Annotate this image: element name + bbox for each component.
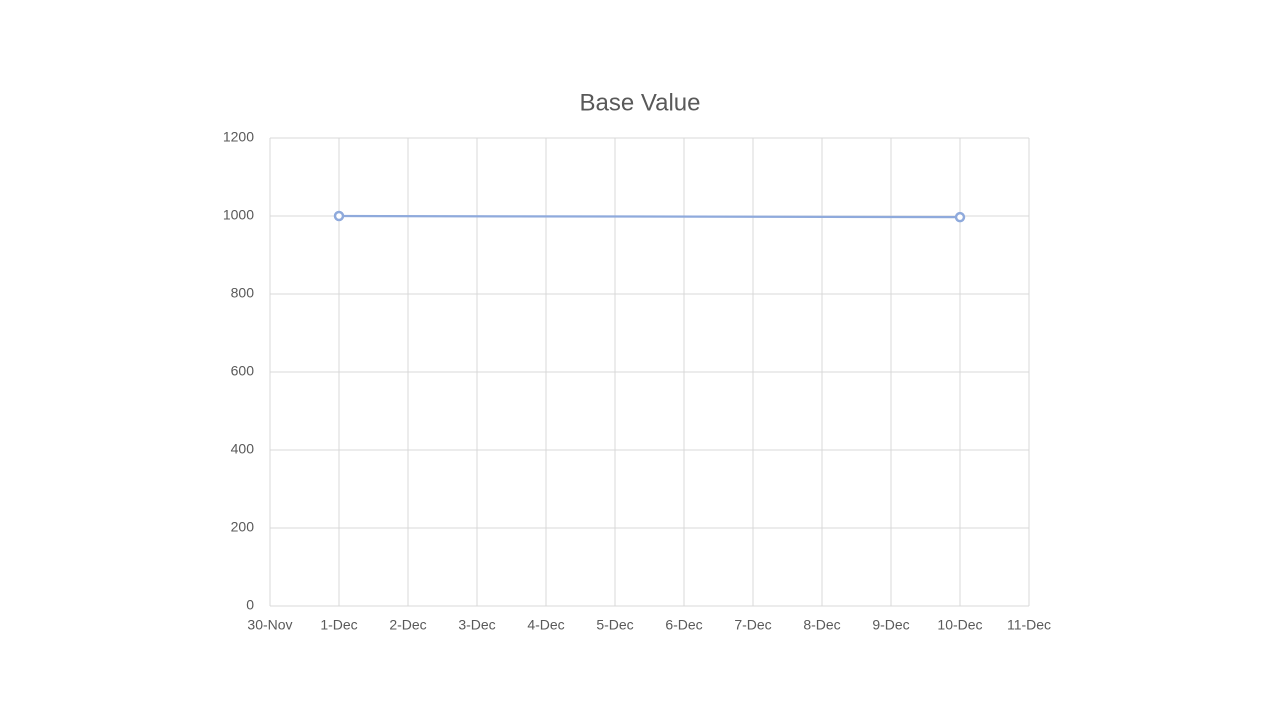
x-tick-label: 6-Dec	[665, 617, 702, 633]
x-tick-label: 30-Nov	[247, 617, 292, 633]
x-tick-label: 8-Dec	[803, 617, 840, 633]
y-tick-label: 600	[231, 363, 255, 379]
x-tick-label: 11-Dec	[1007, 617, 1051, 633]
x-tick-label: 2-Dec	[389, 617, 426, 633]
y-tick-label: 200	[231, 519, 255, 535]
y-tick-label: 1200	[223, 129, 254, 145]
x-tick-label: 3-Dec	[458, 617, 495, 633]
point-marker	[333, 210, 345, 222]
chart-title: Base Value	[580, 89, 701, 116]
y-tick-label: 800	[231, 285, 255, 301]
y-tick-label: 1000	[223, 207, 254, 223]
y-tick-label: 400	[231, 441, 255, 457]
point-marker	[954, 211, 966, 223]
x-tick-label: 4-Dec	[527, 617, 564, 633]
x-tick-label: 5-Dec	[596, 617, 633, 633]
x-tick-label: 7-Dec	[734, 617, 771, 633]
x-tick-label: 9-Dec	[872, 617, 909, 633]
series-line	[338, 214, 961, 219]
y-tick-label: 0	[246, 597, 254, 613]
x-tick-label: 10-Dec	[937, 617, 982, 633]
x-tick-label: 1-Dec	[320, 617, 357, 633]
